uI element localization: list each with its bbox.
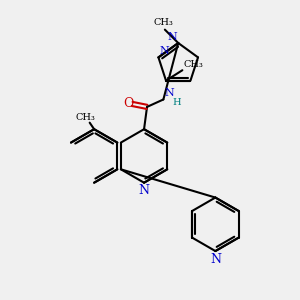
Text: N: N	[210, 253, 221, 266]
Text: CH₃: CH₃	[184, 60, 204, 69]
Text: CH₃: CH₃	[75, 113, 95, 122]
Text: N: N	[139, 184, 150, 197]
Text: O: O	[123, 98, 134, 110]
Text: CH₃: CH₃	[153, 18, 173, 27]
Text: N: N	[160, 46, 170, 56]
Text: H: H	[172, 98, 181, 107]
Text: N: N	[165, 88, 175, 98]
Text: N: N	[167, 32, 177, 41]
